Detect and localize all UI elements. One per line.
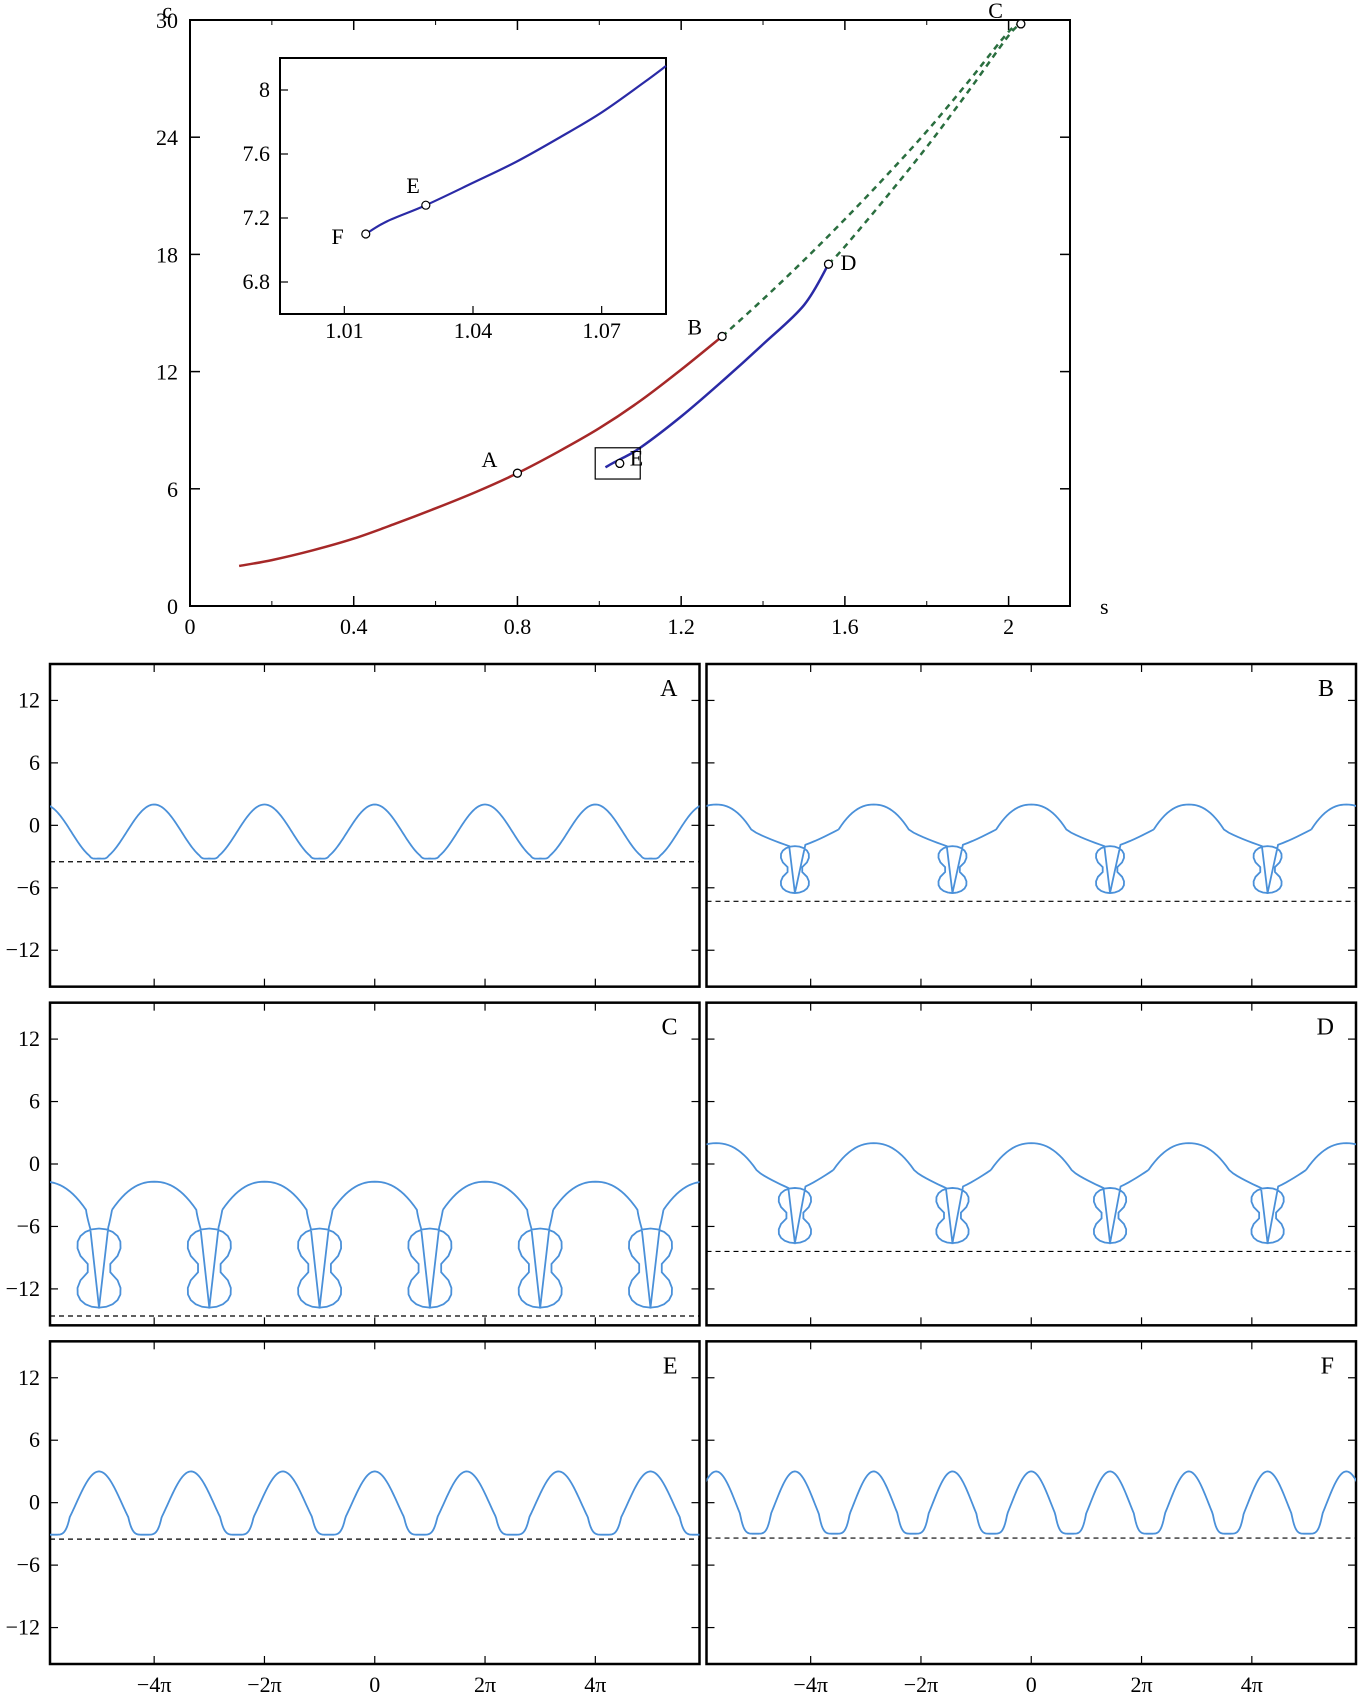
svg-text:0.4: 0.4 <box>340 614 368 639</box>
marker-C <box>1017 20 1025 28</box>
svg-text:−6: −6 <box>17 1552 40 1577</box>
svg-text:−4π: −4π <box>137 1672 172 1697</box>
svg-text:0: 0 <box>29 1151 40 1176</box>
svg-text:12: 12 <box>156 360 178 385</box>
svg-text:12: 12 <box>18 1026 40 1051</box>
svg-text:−12: −12 <box>6 1276 40 1301</box>
svg-text:1.2: 1.2 <box>667 614 695 639</box>
subplot-E: −4π −2π 0 2π 4π −12 −6 0 6 12 E <box>6 1341 735 1697</box>
y-axis-label: c <box>162 0 172 23</box>
point-label-A: A <box>482 447 498 472</box>
svg-text:0: 0 <box>185 614 196 639</box>
svg-text:0: 0 <box>1026 1672 1037 1697</box>
svg-text:2π: 2π <box>1130 1672 1152 1697</box>
panel-label-D: D <box>1317 1015 1334 1041</box>
point-label-C: C <box>988 0 1003 23</box>
svg-text:12: 12 <box>18 687 40 712</box>
svg-text:24: 24 <box>156 125 178 150</box>
svg-text:1.07: 1.07 <box>582 318 621 343</box>
panel-label-F: F <box>1321 1353 1334 1379</box>
point-label-B: B <box>687 314 702 339</box>
panel-label-C: C <box>661 1015 677 1041</box>
point-label-D: D <box>841 250 857 275</box>
svg-text:6: 6 <box>29 750 40 775</box>
inset-label-F: F <box>332 224 344 249</box>
inset-marker-F <box>362 230 370 238</box>
svg-text:8: 8 <box>259 77 270 102</box>
svg-text:6: 6 <box>29 1089 40 1114</box>
svg-text:6.8: 6.8 <box>243 269 271 294</box>
svg-text:−6: −6 <box>17 875 40 900</box>
svg-text:−12: −12 <box>6 937 40 962</box>
svg-text:6: 6 <box>167 477 178 502</box>
marker-E <box>616 459 624 467</box>
svg-text:7.2: 7.2 <box>243 205 271 230</box>
svg-text:18: 18 <box>156 242 178 267</box>
svg-text:−2π: −2π <box>904 1672 939 1697</box>
svg-text:0.8: 0.8 <box>504 614 532 639</box>
svg-text:0: 0 <box>369 1672 380 1697</box>
svg-text:1.6: 1.6 <box>831 614 859 639</box>
panel-label-E: E <box>663 1353 678 1379</box>
marker-A <box>513 469 521 477</box>
svg-text:7.6: 7.6 <box>243 141 271 166</box>
subplot-F: −4π −2π 0 2π 4π F <box>671 1341 1368 1697</box>
inset-chart: 1.01 1.04 1.07 6.8 7.2 7.6 8 E F <box>243 58 667 343</box>
svg-text:2: 2 <box>1003 614 1014 639</box>
svg-text:0: 0 <box>29 1490 40 1515</box>
svg-text:−4π: −4π <box>793 1672 828 1697</box>
panel-label-B: B <box>1318 676 1334 702</box>
svg-text:0: 0 <box>29 812 40 837</box>
marker-D <box>825 260 833 268</box>
svg-text:1.01: 1.01 <box>325 318 364 343</box>
svg-text:6: 6 <box>29 1427 40 1452</box>
svg-text:0: 0 <box>167 594 178 619</box>
panel-label-A: A <box>660 676 678 702</box>
svg-text:1.04: 1.04 <box>454 318 493 343</box>
point-label-E: E <box>630 445 643 470</box>
svg-text:−6: −6 <box>17 1213 40 1238</box>
inset-marker-E <box>422 201 430 209</box>
svg-text:−2π: −2π <box>247 1672 282 1697</box>
x-axis-label: s <box>1100 594 1109 619</box>
svg-text:12: 12 <box>18 1365 40 1390</box>
marker-B <box>718 332 726 340</box>
svg-text:2π: 2π <box>474 1672 496 1697</box>
subplot-A: −12 −6 0 6 12 A <box>6 664 735 987</box>
inset-label-E: E <box>406 173 419 198</box>
svg-text:−12: −12 <box>6 1615 40 1640</box>
svg-text:4π: 4π <box>584 1672 606 1697</box>
svg-text:4π: 4π <box>1241 1672 1263 1697</box>
